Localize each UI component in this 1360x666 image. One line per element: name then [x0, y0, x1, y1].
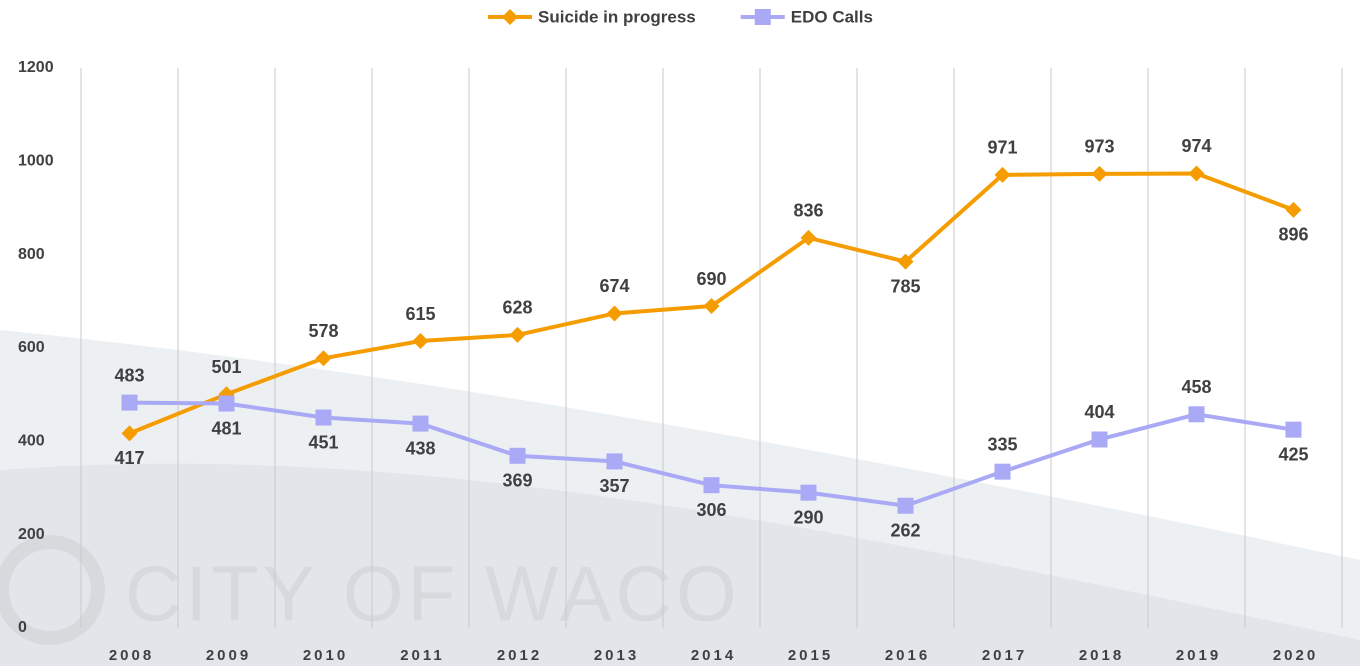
y-tick-label: 1200 [18, 59, 54, 76]
point [510, 327, 526, 343]
point [1092, 166, 1108, 182]
point [1189, 406, 1205, 422]
x-tick-label: 2014 [691, 647, 736, 664]
point [898, 498, 914, 514]
data-label: 425 [1278, 444, 1308, 464]
data-label: 369 [502, 471, 532, 491]
data-label: 973 [1084, 137, 1114, 157]
data-label: 357 [599, 476, 629, 496]
data-label: 481 [211, 418, 241, 438]
point [704, 477, 720, 493]
legend-label: Suicide in progress [538, 7, 696, 26]
x-tick-label: 2008 [109, 647, 154, 664]
data-label: 628 [502, 298, 532, 318]
x-tick-label: 2012 [497, 647, 542, 664]
x-tick-label: 2009 [206, 647, 251, 664]
data-label: 438 [405, 438, 435, 458]
y-tick-label: 1000 [18, 153, 54, 170]
data-label: 974 [1181, 136, 1211, 156]
watermark: CITY OF WACO [0, 330, 1360, 666]
data-label: 896 [1278, 225, 1308, 245]
data-label: 501 [211, 357, 241, 377]
y-tick-label: 600 [18, 339, 45, 356]
data-label: 417 [114, 448, 144, 468]
data-label: 578 [308, 321, 338, 341]
x-tick-label: 2016 [885, 647, 930, 664]
data-label: 836 [793, 201, 823, 221]
data-label: 483 [114, 365, 144, 385]
data-label: 971 [987, 138, 1017, 158]
point [502, 9, 518, 25]
point [607, 453, 623, 469]
data-label: 690 [696, 269, 726, 289]
data-label: 290 [793, 507, 823, 527]
data-label: 451 [308, 432, 338, 452]
point [755, 9, 771, 25]
point [607, 305, 623, 321]
y-tick-label: 0 [18, 619, 27, 636]
point [1189, 165, 1205, 181]
point [316, 410, 332, 426]
x-tick-label: 2010 [303, 647, 348, 664]
chart: CITY OF WACO 0 200 400 600 800 1000 1200 2008 20… [0, 0, 1360, 666]
point [801, 485, 817, 501]
data-label: 306 [696, 500, 726, 520]
point [510, 448, 526, 464]
x-tick-label: 2017 [982, 647, 1027, 664]
watermark-text: CITY OF WACO [125, 550, 741, 638]
y-tick-label: 400 [18, 433, 45, 450]
x-tick-label: 2018 [1079, 647, 1124, 664]
x-tick-label: 2011 [400, 647, 445, 664]
point [995, 464, 1011, 480]
y-tick-label: 800 [18, 246, 45, 263]
data-label: 335 [987, 434, 1017, 454]
point [219, 396, 235, 412]
point [1286, 422, 1302, 438]
point [413, 333, 429, 349]
point [413, 416, 429, 432]
data-label: 615 [405, 304, 435, 324]
data-label: 262 [890, 520, 920, 540]
x-tick-label: 2015 [788, 647, 833, 664]
x-tick-label: 2013 [594, 647, 639, 664]
data-label: 785 [890, 276, 920, 296]
data-label: 404 [1084, 402, 1114, 422]
data-label: 674 [599, 276, 629, 296]
point [1092, 431, 1108, 447]
legend-label: EDO Calls [791, 7, 873, 26]
point [122, 395, 138, 411]
y-tick-label: 200 [18, 526, 45, 543]
x-tick-label: 2020 [1273, 647, 1318, 664]
data-label: 458 [1181, 377, 1211, 397]
point [316, 350, 332, 366]
x-tick-label: 2019 [1176, 647, 1221, 664]
point [1286, 202, 1302, 218]
